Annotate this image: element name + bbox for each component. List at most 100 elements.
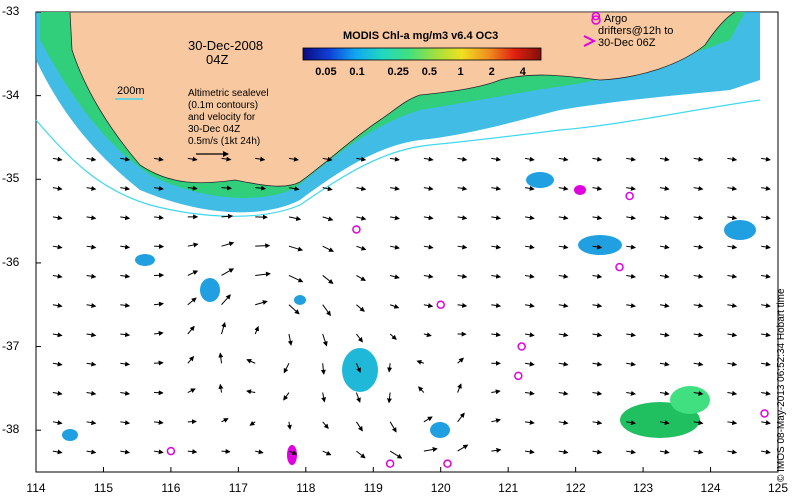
velocity-arrow	[592, 390, 603, 396]
velocity-arrow	[218, 383, 224, 393]
velocity-arrow	[592, 156, 603, 162]
velocity-arrow	[356, 450, 366, 459]
velocity-arrow	[626, 303, 636, 308]
velocity-arrow	[390, 156, 400, 162]
velocity-arrow	[387, 363, 393, 373]
velocity-arrow	[659, 390, 670, 396]
velocity-arrow	[761, 449, 771, 455]
velocity-arrow	[761, 303, 771, 308]
velocity-arrow	[322, 333, 328, 347]
velocity-arrow	[423, 416, 433, 423]
velocity-arrow	[288, 304, 300, 315]
velocity-arrow	[52, 273, 63, 279]
velocity-arrow	[626, 273, 636, 279]
velocity-arrow	[626, 156, 636, 162]
velocity-arrow	[120, 215, 131, 221]
velocity-arrow	[524, 273, 535, 279]
velocity-arrow	[389, 303, 400, 309]
argo-float-marker	[760, 409, 769, 418]
argo-float-marker	[436, 300, 445, 309]
velocity-arrow	[727, 390, 738, 396]
velocity-arrow	[255, 185, 267, 191]
velocity-arrow	[390, 244, 400, 250]
colorbar-tick-label: 0.25	[387, 66, 409, 78]
velocity-arrow	[221, 321, 227, 335]
y-tick-label: -35	[2, 171, 20, 186]
axis-ticks	[35, 11, 779, 472]
velocity-arrow	[153, 330, 164, 336]
velocity-arrow	[52, 332, 63, 338]
credit-text: © IMOS 08-May-2013 06:52:34 Hobart time	[776, 288, 787, 482]
velocity-arrow	[52, 215, 63, 221]
velocity-arrow	[390, 215, 400, 221]
velocity-arrow	[558, 215, 569, 221]
velocity-arrow	[626, 390, 636, 396]
velocity-arrow	[592, 449, 603, 455]
colorbar-tick-label: 0.1	[349, 66, 365, 78]
velocity-arrow	[558, 390, 569, 396]
velocity-arrow	[592, 215, 603, 221]
velocity-arrow	[491, 389, 501, 395]
velocity-arrow	[52, 185, 63, 191]
velocity-arrow	[418, 386, 425, 393]
y-tick-label: -37	[2, 338, 20, 353]
velocity-arrow	[524, 303, 535, 308]
velocity-arrow	[356, 186, 367, 192]
velocity-arrow	[727, 449, 738, 455]
velocity-arrow	[288, 275, 304, 283]
velocity-arrow	[86, 303, 97, 308]
velocity-arrow	[287, 333, 293, 346]
velocity-arrow	[727, 244, 738, 250]
velocity-arrow	[86, 215, 97, 221]
velocity-arrow	[356, 245, 367, 251]
velocity-arrow	[246, 359, 256, 364]
velocity-arrow	[491, 185, 502, 191]
velocity-arrow	[491, 447, 502, 453]
velocity-arrow	[558, 244, 569, 250]
velocity-arrow	[321, 392, 327, 403]
velocity-arrow	[423, 273, 434, 279]
velocity-arrow	[693, 156, 704, 162]
velocity-arrow	[221, 185, 232, 191]
velocity-arrow	[626, 215, 636, 221]
velocity-arrow	[288, 186, 300, 192]
velocity-arrow	[187, 297, 197, 306]
velocity-arrow	[255, 300, 268, 306]
velocity-arrow	[86, 332, 97, 338]
colorbar	[302, 47, 542, 61]
velocity-arrow	[592, 273, 603, 279]
velocity-arrow	[390, 186, 400, 191]
velocity-arrow	[120, 244, 131, 250]
velocity-arrow	[491, 418, 501, 424]
velocity-arrow	[153, 419, 164, 425]
velocity-arrow	[659, 420, 670, 426]
velocity-arrow	[322, 216, 334, 222]
velocity-arrow	[255, 156, 266, 162]
x-tick-label: 121	[498, 481, 519, 495]
velocity-arrow	[423, 215, 434, 221]
velocity-arrow	[727, 332, 738, 338]
velocity-arrow	[153, 215, 164, 220]
velocity-arrow	[355, 363, 361, 373]
velocity-arrow	[761, 420, 771, 426]
velocity-arrow	[524, 215, 535, 221]
velocity-arrow	[288, 450, 298, 455]
x-tick-label: 124	[700, 481, 721, 495]
velocity-arrow	[86, 420, 97, 426]
velocity-arrow	[120, 332, 131, 338]
velocity-arrow	[154, 360, 164, 366]
velocity-arrow	[86, 449, 97, 455]
velocity-arrow	[86, 244, 97, 250]
velocity-arrow	[727, 303, 738, 308]
velocity-arrow	[491, 156, 502, 162]
velocity-arrow	[322, 450, 332, 456]
velocity-arrow	[322, 156, 333, 162]
velocity-arrow	[153, 156, 164, 162]
x-tick-label: 117	[228, 481, 248, 495]
velocity-arrow	[491, 215, 502, 221]
velocity-arrow	[120, 156, 131, 162]
velocity-arrow	[221, 213, 234, 219]
velocity-arrow	[356, 156, 367, 162]
velocity-arrow	[86, 390, 97, 396]
